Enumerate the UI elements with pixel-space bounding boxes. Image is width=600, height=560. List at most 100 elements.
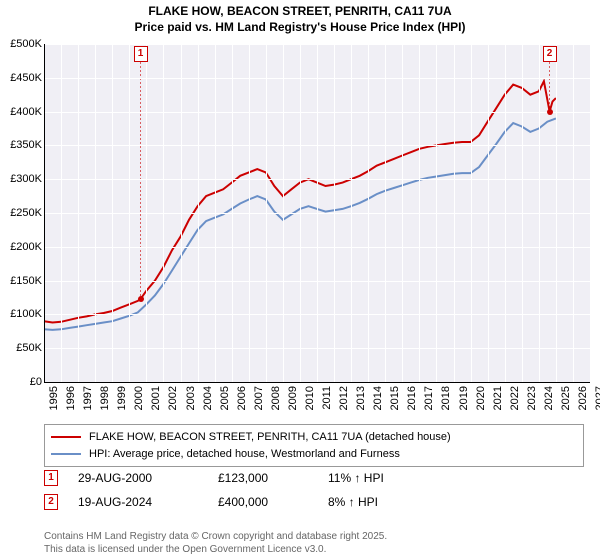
transaction-pct: 11% ↑ HPI [328,471,448,485]
grid-line-vertical [266,44,267,382]
x-axis-label: 2013 [355,386,367,410]
grid-line-vertical [300,44,301,382]
x-axis-label: 2020 [475,386,487,410]
x-axis-label: 2011 [321,386,333,410]
x-axis-label: 2017 [423,386,435,410]
grid-line-vertical [334,44,335,382]
chart-container: FLAKE HOW, BEACON STREET, PENRITH, CA11 … [0,0,600,560]
grid-line-vertical [556,44,557,382]
chart-title-block: FLAKE HOW, BEACON STREET, PENRITH, CA11 … [0,0,600,35]
grid-line-vertical [471,44,472,382]
x-axis-label: 2014 [372,386,384,410]
x-axis-label: 2001 [150,386,162,410]
grid-line-vertical [368,44,369,382]
x-axis-label: 2023 [526,386,538,410]
marker-dot [547,109,553,115]
x-axis-label: 1996 [65,386,77,410]
x-axis-label: 1999 [116,386,128,410]
y-axis-label: £50K [16,342,42,354]
x-axis-label: 2022 [509,386,521,410]
grid-line-vertical [505,44,506,382]
footer-attribution: Contains HM Land Registry data © Crown c… [44,530,387,556]
x-axis-label: 1998 [99,386,111,410]
grid-line-vertical [573,44,574,382]
grid-line-vertical [95,44,96,382]
footer-line-2: This data is licensed under the Open Gov… [44,543,387,556]
grid-line-vertical [232,44,233,382]
grid-line-vertical [402,44,403,382]
x-axis-label: 2024 [543,386,555,410]
x-axis-label: 2006 [236,386,248,410]
x-axis-label: 2005 [219,386,231,410]
x-axis-label: 2027 [594,386,600,410]
x-axis-label: 2016 [406,386,418,410]
legend-label: HPI: Average price, detached house, West… [89,446,400,463]
grid-line-vertical [351,44,352,382]
x-axis-label: 2003 [185,386,197,410]
grid-line-vertical [317,44,318,382]
grid-line-vertical [146,44,147,382]
transaction-price: £400,000 [218,495,328,509]
marker-dot [138,296,144,302]
legend-item: HPI: Average price, detached house, West… [51,446,577,463]
transaction-row: 1 29-AUG-2000£123,00011% ↑ HPI [44,470,584,486]
x-axis-label: 2009 [287,386,299,410]
footer-line-1: Contains HM Land Registry data © Crown c… [44,530,387,543]
marker-flag: 1 [134,46,148,62]
y-axis-label: £200K [10,241,42,253]
grid-line-vertical [385,44,386,382]
x-axis-line [44,382,590,383]
y-axis-label: £400K [10,106,42,118]
x-axis-label: 2000 [133,386,145,410]
grid-line-vertical [283,44,284,382]
transaction-date: 29-AUG-2000 [78,471,218,485]
grid-line-vertical [249,44,250,382]
y-axis-label: £100K [10,308,42,320]
y-axis-label: £350K [10,139,42,151]
x-axis-label: 2018 [440,386,452,410]
x-axis-label: 2026 [577,386,589,410]
grid-line-vertical [590,44,591,382]
transaction-pct: 8% ↑ HPI [328,495,448,509]
transaction-price: £123,000 [218,471,328,485]
grid-line-vertical [129,44,130,382]
legend-swatch [51,453,81,455]
marker-flag: 2 [543,46,557,62]
x-axis-label: 2010 [304,386,316,410]
y-axis-label: £450K [10,72,42,84]
grid-line-vertical [522,44,523,382]
legend: FLAKE HOW, BEACON STREET, PENRITH, CA11 … [44,424,584,467]
grid-line-vertical [454,44,455,382]
x-axis-label: 2008 [270,386,282,410]
grid-line-vertical [61,44,62,382]
title-line-1: FLAKE HOW, BEACON STREET, PENRITH, CA11 … [0,4,600,20]
x-axis-label: 2012 [338,386,350,410]
transaction-marker: 2 [44,494,58,510]
y-axis-label: £150K [10,275,42,287]
x-axis-label: 2015 [389,386,401,410]
x-axis-label: 2021 [492,386,504,410]
y-axis-label: £250K [10,207,42,219]
grid-line-vertical [112,44,113,382]
transaction-row: 219-AUG-2024£400,0008% ↑ HPI [44,494,584,510]
x-axis-label: 1995 [48,386,60,410]
title-line-2: Price paid vs. HM Land Registry's House … [0,20,600,36]
legend-item: FLAKE HOW, BEACON STREET, PENRITH, CA11 … [51,429,577,446]
grid-line-vertical [181,44,182,382]
x-axis-label: 1997 [82,386,94,410]
plot-area: 12 [44,44,590,382]
x-axis-label: 2007 [253,386,265,410]
y-axis-label: £0 [30,376,42,388]
grid-line-vertical [215,44,216,382]
grid-line-vertical [488,44,489,382]
legend-label: FLAKE HOW, BEACON STREET, PENRITH, CA11 … [89,429,451,446]
grid-line-vertical [436,44,437,382]
x-axis-label: 2025 [560,386,572,410]
y-axis-label: £300K [10,173,42,185]
legend-swatch [51,436,81,438]
x-axis-label: 2004 [202,386,214,410]
y-axis-line [44,44,45,382]
x-axis-label: 2002 [167,386,179,410]
transaction-marker: 1 [44,470,58,486]
y-axis-label: £500K [10,38,42,50]
